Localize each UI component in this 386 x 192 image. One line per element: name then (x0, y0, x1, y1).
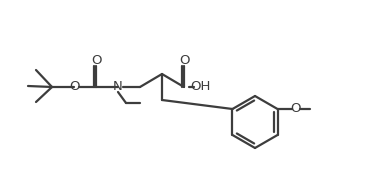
Text: O: O (69, 80, 79, 94)
Text: O: O (179, 54, 189, 66)
Text: O: O (290, 103, 301, 116)
Text: OH: OH (190, 80, 210, 94)
Text: N: N (113, 80, 123, 94)
Text: O: O (91, 54, 101, 66)
